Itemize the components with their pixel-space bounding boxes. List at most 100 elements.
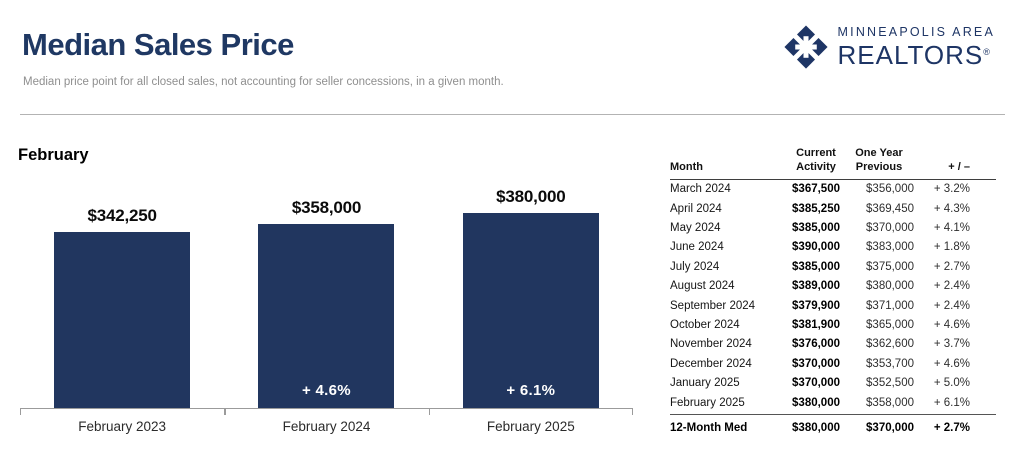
column-header-previous: One Year Previous: [855, 147, 903, 174]
cell-month: April 2024: [670, 202, 722, 215]
table-row: September 2024 $379,900 $371,000 + 2.4%: [670, 296, 996, 315]
cell-change: + 6.1%: [933, 396, 970, 409]
cell-current: $376,000: [792, 338, 840, 351]
compass-logo-icon: [782, 24, 829, 70]
cell-change: + 2.4%: [933, 280, 970, 293]
bar-change-label: + 4.6%: [302, 382, 351, 399]
bar-slot: $380,000 + 6.1%: [429, 187, 633, 408]
cell-current: $390,000: [792, 241, 840, 254]
logo-line2: REALTORS®: [837, 39, 990, 70]
cell-current: $380,000: [792, 396, 840, 409]
cell-current: $385,000: [792, 222, 840, 235]
axis-tick: [20, 409, 22, 415]
table-footer-row: 12-Month Med $380,000 $370,000 + 2.7%: [670, 414, 996, 440]
bar-value-label: $358,000: [291, 198, 362, 218]
column-header-current: Current Activity: [796, 147, 836, 174]
cell-previous: $356,000: [866, 183, 914, 196]
x-axis-label: February 2025: [486, 419, 575, 434]
cell-change: + 5.0%: [933, 377, 970, 390]
monthly-data-table: Month Current Activity One Year Previous…: [670, 146, 996, 440]
bar-slot: $342,250: [20, 206, 224, 408]
cell-month: July 2024: [670, 260, 720, 273]
cell-change: + 4.3%: [933, 202, 970, 215]
logo-text: MINNEAPOLIS AREA REALTORS®: [838, 26, 995, 68]
column-header-month: Month: [670, 161, 703, 174]
x-axis-label: February 2023: [78, 419, 167, 434]
cell-month: February 2025: [670, 396, 745, 409]
cell-current: $367,500: [792, 183, 840, 196]
axis-tick: [224, 409, 226, 415]
cell-previous: $352,500: [866, 377, 914, 390]
bar-february-2023: $342,250: [54, 206, 191, 408]
cell-change: + 2.7%: [933, 260, 970, 273]
cell-previous: $353,700: [866, 357, 914, 370]
cell-month: 12-Month Med: [670, 421, 748, 434]
cell-current: $385,250: [792, 202, 840, 215]
page-subtitle: Median price point for all closed sales,…: [23, 76, 504, 88]
cell-month: September 2024: [670, 299, 756, 312]
table-row: July 2024 $385,000 $375,000 + 2.7%: [670, 257, 996, 276]
table-row: April 2024 $385,250 $369,450 + 4.3%: [670, 199, 996, 218]
cell-previous: $365,000: [866, 319, 914, 332]
median-sales-price-bar-chart: $342,250 $358,000 + 4.6% $380,000 + 6.1% Feb…: [20, 185, 633, 434]
cell-change: + 4.1%: [933, 222, 970, 235]
cell-current: $379,900: [792, 299, 840, 312]
bar-february-2025: $380,000 + 6.1%: [462, 187, 599, 408]
cell-previous: $358,000: [866, 396, 914, 409]
cell-previous: $383,000: [866, 241, 914, 254]
cell-current: $370,000: [792, 377, 840, 390]
table-header-row: Month Current Activity One Year Previous…: [670, 146, 996, 180]
chart-heading: February: [18, 146, 89, 164]
cell-previous: $371,000: [866, 299, 914, 312]
cell-current: $370,000: [792, 357, 840, 370]
cell-previous: $370,000: [866, 421, 914, 434]
bar-slots: $342,250 $358,000 + 4.6% $380,000 + 6.1%: [20, 185, 633, 408]
x-axis-label: February 2024: [282, 419, 371, 434]
axis-tick: [631, 409, 633, 415]
cell-change: + 3.7%: [933, 338, 970, 351]
table-row: August 2024 $389,000 $380,000 + 2.4%: [670, 277, 996, 296]
table-row: May 2024 $385,000 $370,000 + 4.1%: [670, 218, 996, 237]
axis-tick: [428, 409, 430, 415]
cell-month: December 2024: [670, 357, 752, 370]
bar-slot: $358,000 + 4.6%: [224, 198, 428, 408]
table-row: June 2024 $390,000 $383,000 + 1.8%: [670, 238, 996, 257]
column-header-change: + / –: [948, 161, 970, 174]
cell-month: March 2024: [670, 183, 731, 196]
bar-february-2024: $358,000 + 4.6%: [258, 198, 395, 408]
cell-change: + 1.8%: [933, 241, 970, 254]
table-rows: March 2024 $367,500 $356,000 + 3.2% April 20…: [670, 180, 996, 413]
cell-change: + 3.2%: [933, 183, 970, 196]
cell-current: $381,900: [792, 319, 840, 332]
table-row: January 2025 $370,000 $352,500 + 5.0%: [670, 374, 996, 393]
bar-value-label: $380,000: [496, 187, 566, 206]
bar-value-label: $342,250: [87, 206, 158, 226]
table-row: February 2025 $380,000 $358,000 + 6.1%: [670, 393, 996, 412]
cell-previous: $370,000: [866, 222, 914, 235]
table-row: November 2024 $376,000 $362,600 + 3.7%: [670, 335, 996, 354]
cell-month: June 2024: [670, 241, 724, 254]
cell-previous: $362,600: [866, 338, 914, 351]
table-row: December 2024 $370,000 $353,700 + 4.6%: [670, 354, 996, 373]
cell-month: October 2024: [670, 319, 740, 332]
cell-previous: $380,000: [866, 280, 914, 293]
cell-change: + 2.7%: [933, 421, 970, 434]
bar-change-label: + 6.1%: [506, 382, 556, 399]
registered-mark: ®: [983, 46, 990, 57]
cell-month: May 2024: [670, 222, 721, 235]
cell-month: November 2024: [670, 338, 752, 351]
category-labels: February 2023 February 2024 February 2025: [20, 419, 633, 434]
cell-change: + 4.6%: [933, 357, 970, 370]
table-row: October 2024 $381,900 $365,000 + 4.6%: [670, 315, 996, 334]
cell-month: January 2025: [670, 377, 740, 390]
x-axis: [20, 408, 633, 415]
minneapolis-area-realtors-logo: MINNEAPOLIS AREA REALTORS®: [782, 24, 995, 70]
cell-previous: $369,450: [866, 202, 914, 215]
logo-line1: MINNEAPOLIS AREA: [837, 25, 995, 40]
cell-current: $389,000: [792, 280, 840, 293]
header-divider: [20, 114, 1005, 115]
cell-month: August 2024: [670, 280, 735, 293]
table-row: March 2024 $367,500 $356,000 + 3.2%: [670, 180, 996, 199]
cell-change: + 4.6%: [933, 319, 970, 332]
